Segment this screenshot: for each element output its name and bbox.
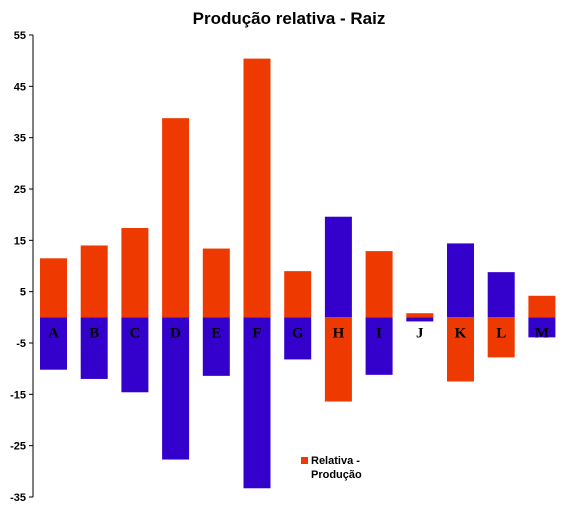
bar-lower-E xyxy=(202,317,230,376)
bar-upper-A xyxy=(40,258,67,318)
legend-label-line1: Relativa - xyxy=(311,455,360,467)
bar-lower-L xyxy=(487,317,515,358)
bar-upper-F xyxy=(243,58,271,318)
y-tick-label: 25 xyxy=(14,184,26,196)
bar-lower-A xyxy=(40,317,67,370)
category-label-F: F xyxy=(252,325,261,341)
bar-lower-M xyxy=(528,317,556,338)
category-label-L: L xyxy=(496,325,506,341)
bar-upper-H xyxy=(324,216,352,318)
bar-upper-B xyxy=(80,245,108,318)
category-label-M: M xyxy=(535,325,549,341)
bar-upper-E xyxy=(202,248,230,318)
bar-upper-D xyxy=(162,118,190,318)
category-label-C: C xyxy=(129,325,140,341)
bar-lower-B xyxy=(80,317,108,379)
y-tick-label: 45 xyxy=(14,81,26,93)
bar-upper-L xyxy=(487,272,515,318)
bar-lower-D xyxy=(162,317,190,460)
bar-lower-G xyxy=(284,317,312,360)
y-axis: 55 45 35 25 15 5 -5 -15 -25 -35 xyxy=(10,30,34,504)
bar-lower-J xyxy=(406,317,434,322)
category-labels: A B C D E F G H I J K L M xyxy=(48,325,549,341)
legend-swatch xyxy=(301,457,308,464)
category-label-E: E xyxy=(211,325,221,341)
bars-group xyxy=(40,58,556,489)
y-tick-label: 15 xyxy=(14,235,26,247)
bar-upper-K xyxy=(447,243,474,318)
bar-lower-K xyxy=(447,317,474,382)
y-tick-label: -35 xyxy=(10,492,26,504)
bar-lower-H xyxy=(324,317,352,402)
bar-upper-G xyxy=(284,271,312,318)
category-label-J: J xyxy=(416,325,424,341)
bar-upper-J xyxy=(406,313,434,318)
legend-label-line2: Produção xyxy=(311,469,362,481)
category-label-G: G xyxy=(292,325,304,341)
bar-upper-I xyxy=(365,251,393,318)
category-label-K: K xyxy=(455,325,467,341)
bar-upper-M xyxy=(528,295,556,318)
category-label-H: H xyxy=(333,325,345,341)
bar-lower-F xyxy=(243,317,271,489)
category-label-I: I xyxy=(376,325,382,341)
category-label-A: A xyxy=(48,325,59,341)
bar-upper-C xyxy=(121,228,149,318)
bar-lower-C xyxy=(121,317,149,393)
y-tick-label: -25 xyxy=(10,441,26,453)
y-tick-label: 35 xyxy=(14,133,26,145)
y-tick-label: -15 xyxy=(10,389,26,401)
category-label-D: D xyxy=(170,325,181,341)
y-tick-label: -5 xyxy=(16,338,26,350)
category-label-B: B xyxy=(89,325,99,341)
y-tick-label: 5 xyxy=(20,287,26,299)
y-tick-label: 55 xyxy=(14,30,26,42)
legend: Relativa - Produção xyxy=(301,455,362,481)
bar-lower-I xyxy=(365,317,393,375)
chart-title: Produção relativa - Raiz xyxy=(193,9,386,28)
